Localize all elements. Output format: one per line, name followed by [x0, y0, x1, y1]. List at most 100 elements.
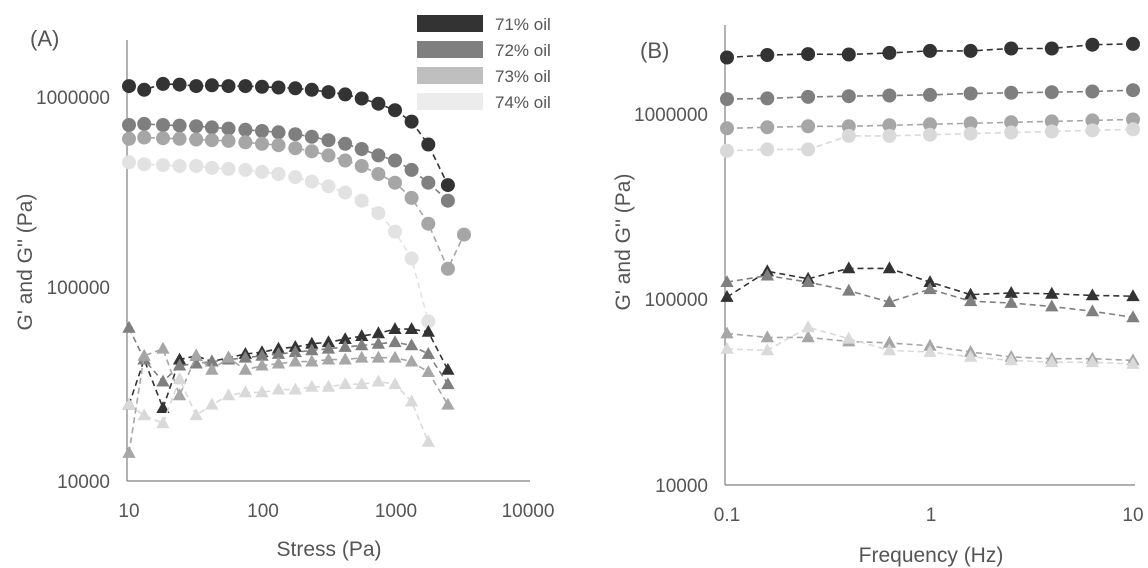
- data-point-triangle: [172, 352, 187, 365]
- data-point-triangle: [405, 338, 419, 351]
- data-point-triangle: [421, 324, 435, 337]
- data-point-triangle: [288, 354, 302, 367]
- y-tick-label: 100000: [47, 278, 110, 299]
- data-point-circle: [338, 87, 353, 102]
- data-point-circle: [760, 48, 775, 62]
- data-point-circle: [421, 216, 436, 231]
- data-point-triangle: [122, 446, 136, 458]
- data-point-triangle: [288, 382, 302, 395]
- series-storage: [720, 83, 1140, 107]
- data-point-triangle: [321, 335, 336, 348]
- data-point-triangle: [305, 336, 319, 349]
- data-point-circle: [923, 43, 937, 58]
- series-line: [128, 327, 449, 385]
- data-point-circle: [421, 314, 436, 329]
- data-point-triangle: [882, 335, 897, 348]
- data-point-circle: [841, 89, 856, 104]
- data-point-triangle: [238, 350, 252, 363]
- data-point-circle: [304, 174, 319, 189]
- data-point-triangle: [338, 352, 352, 365]
- data-point-circle: [1004, 115, 1019, 130]
- data-point-circle: [882, 88, 897, 103]
- data-point-circle: [371, 167, 386, 181]
- data-point-triangle: [321, 341, 336, 354]
- data-point-circle: [172, 131, 187, 146]
- data-point-triangle: [923, 282, 937, 295]
- data-point-triangle: [1085, 288, 1100, 301]
- data-point-circle: [841, 128, 856, 143]
- data-point-triangle: [923, 345, 937, 357]
- data-point-triangle: [255, 358, 269, 371]
- data-point-triangle: [882, 343, 897, 356]
- data-point-circle: [189, 79, 204, 94]
- data-point-triangle: [441, 397, 455, 410]
- data-point-triangle: [355, 338, 369, 351]
- data-point-triangle: [271, 382, 286, 395]
- data-point-circle: [321, 148, 336, 163]
- data-point-circle: [271, 80, 286, 95]
- data-point-triangle: [421, 434, 435, 447]
- data-point-circle: [189, 132, 204, 147]
- data-point-triangle: [441, 362, 455, 375]
- data-point-circle: [156, 76, 170, 91]
- data-point-circle: [720, 50, 734, 65]
- data-point-circle: [221, 133, 236, 148]
- data-point-circle: [760, 91, 775, 106]
- x-tick-label: 10: [1122, 505, 1143, 526]
- data-point-triangle: [255, 385, 269, 398]
- data-point-circle: [1085, 113, 1100, 128]
- series-loss: [720, 320, 1140, 369]
- data-point-circle: [238, 79, 253, 94]
- data-point-triangle: [964, 294, 978, 307]
- panel-a-y-axis-title: G' and G'' (Pa): [14, 194, 37, 331]
- y-tick-label: 1000000: [36, 88, 110, 109]
- data-point-circle: [221, 121, 236, 136]
- data-point-triangle: [271, 356, 286, 369]
- data-point-triangle: [156, 416, 170, 429]
- data-point-circle: [338, 185, 353, 200]
- legend-swatch: [417, 15, 483, 32]
- data-point-circle: [882, 118, 897, 133]
- data-point-circle: [238, 162, 253, 177]
- data-point-circle: [255, 79, 269, 94]
- data-point-triangle: [842, 261, 856, 274]
- data-point-triangle: [305, 379, 319, 392]
- series-loss: [122, 372, 435, 447]
- data-point-triangle: [172, 388, 187, 401]
- data-point-circle: [338, 136, 353, 151]
- data-point-circle: [255, 136, 269, 151]
- data-point-circle: [388, 175, 402, 190]
- data-point-circle: [172, 118, 187, 133]
- data-point-circle: [801, 119, 816, 134]
- data-point-circle: [238, 135, 253, 150]
- data-point-triangle: [238, 362, 252, 375]
- y-tick-label: 1000000: [634, 105, 708, 126]
- panel-b: (B) 1000000 100000 10000 0.1 1 10 Freque…: [612, 25, 1144, 567]
- panel-b-series: [720, 36, 1140, 369]
- data-point-circle: [1004, 41, 1019, 56]
- data-point-circle: [1044, 114, 1059, 129]
- data-point-circle: [388, 224, 402, 239]
- data-point-triangle: [388, 350, 402, 363]
- data-point-circle: [255, 124, 269, 138]
- data-point-circle: [321, 179, 336, 194]
- data-point-circle: [882, 45, 897, 60]
- panel-a-series: [122, 76, 471, 458]
- data-point-circle: [882, 128, 897, 143]
- data-point-circle: [122, 131, 136, 146]
- data-point-circle: [371, 206, 386, 221]
- x-tick-label: 1000: [375, 501, 417, 522]
- data-point-triangle: [1126, 357, 1140, 369]
- data-point-circle: [1044, 85, 1059, 100]
- y-tick-label: 100000: [645, 290, 708, 311]
- data-point-circle: [404, 251, 419, 266]
- data-point-circle: [304, 144, 319, 159]
- data-point-circle: [221, 79, 236, 94]
- panel-b-label: (B): [640, 38, 669, 63]
- data-point-triangle: [156, 341, 170, 354]
- data-point-triangle: [156, 374, 170, 387]
- data-point-triangle: [371, 350, 385, 363]
- data-point-triangle: [338, 377, 352, 390]
- data-point-triangle: [388, 322, 402, 334]
- data-point-circle: [801, 89, 816, 104]
